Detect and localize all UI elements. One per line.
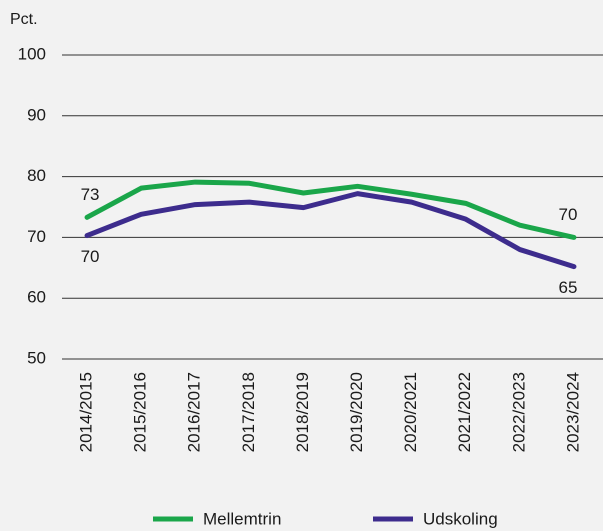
x-tick-label: 2014/2015 (77, 372, 96, 452)
y-unit: Pct. (10, 11, 38, 28)
data-label: 65 (558, 278, 577, 297)
legend-label: Udskoling (423, 509, 498, 528)
series-line (84, 191, 577, 270)
legend-label: Mellemtrin (203, 509, 281, 528)
y-tick-label: 90 (27, 105, 46, 124)
y-tick-label: 80 (27, 166, 46, 185)
x-tick-label: 2017/2018 (239, 372, 258, 452)
x-tick-label: 2019/2020 (347, 372, 366, 452)
data-label: 70 (558, 205, 577, 224)
series-line (84, 179, 577, 240)
y-tick-label: 50 (27, 348, 46, 367)
data-label: 70 (81, 247, 100, 266)
data-label: 73 (81, 185, 100, 204)
x-tick-label: 2015/2016 (131, 372, 150, 452)
x-tick-label: 2016/2017 (185, 372, 204, 452)
y-tick-label: 60 (27, 288, 46, 307)
x-tick-label: 2022/2023 (509, 372, 528, 452)
y-tick-label: 70 (27, 227, 46, 246)
x-tick-label: 2021/2022 (455, 372, 474, 452)
x-tick-label: 2023/2024 (563, 372, 582, 452)
x-tick-label: 2020/2021 (401, 372, 420, 452)
x-tick-label: 2018/2019 (293, 372, 312, 452)
y-tick-label: 100 (18, 44, 46, 63)
